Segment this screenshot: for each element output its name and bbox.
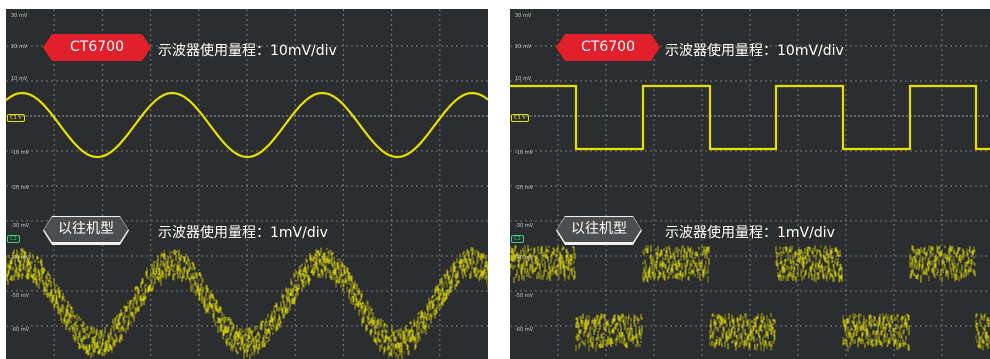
caption-ct6700-range: 示波器使用量程：10mV/div	[158, 43, 337, 59]
legacy-model-label: 以往机型	[44, 217, 128, 242]
y-label: -20 mV	[515, 185, 534, 191]
legacy-model-badge: 以往机型	[556, 216, 642, 245]
y-label: -10 mV	[515, 150, 534, 156]
clean-sine-trace	[6, 91, 488, 159]
ct6700-badge: CT6700	[43, 34, 151, 61]
y-label: 20 mV	[515, 44, 532, 50]
y-label: 30 mV	[11, 13, 28, 19]
scope-screen-square: 30 mV 20 mV 10 mV -10 mV -20 mV -30 mV -…	[510, 9, 990, 359]
y-label: 10 mV	[515, 76, 532, 82]
y-label: 30 mV	[515, 13, 532, 19]
channel-2-marker: C2	[511, 235, 524, 243]
channel-1-marker: C1 V	[511, 114, 529, 122]
y-label: -40 mV	[11, 255, 30, 261]
channel-1-marker: C1 V	[7, 114, 25, 122]
y-label: -50 mV	[515, 293, 534, 299]
legacy-model-label: 以往机型	[557, 217, 641, 242]
caption-legacy-range: 示波器使用量程：1mV/div	[665, 225, 835, 241]
scope-screen-sine: 30 mV 20 mV 10 mV -10 mV -20 mV -30 mV -…	[6, 9, 488, 359]
y-label: -30 mV	[11, 223, 30, 229]
y-label: -30 mV	[515, 223, 534, 229]
y-label: 20 mV	[11, 44, 28, 50]
y-label: -60 mV	[11, 327, 30, 333]
grid-and-traces	[6, 9, 488, 359]
y-label: -20 mV	[11, 185, 30, 191]
caption-legacy-range: 示波器使用量程：1mV/div	[158, 225, 328, 241]
y-label: 10 mV	[11, 76, 28, 82]
y-label: -10 mV	[11, 150, 30, 156]
grid-and-traces	[510, 9, 990, 359]
caption-ct6700-range: 示波器使用量程：10mV/div	[665, 43, 844, 59]
noisy-square-trace	[510, 245, 990, 352]
clean-square-trace	[510, 84, 990, 151]
noisy-sine-trace	[6, 247, 488, 359]
channel-2-marker: C2	[7, 235, 20, 243]
ct6700-badge: CT6700	[556, 34, 660, 61]
y-label: -60 mV	[515, 327, 534, 333]
legacy-model-badge: 以往机型	[43, 216, 129, 245]
y-label: -40 mV	[515, 255, 534, 261]
y-label: -50 mV	[11, 293, 30, 299]
graticule	[510, 9, 990, 359]
graticule	[6, 9, 488, 359]
